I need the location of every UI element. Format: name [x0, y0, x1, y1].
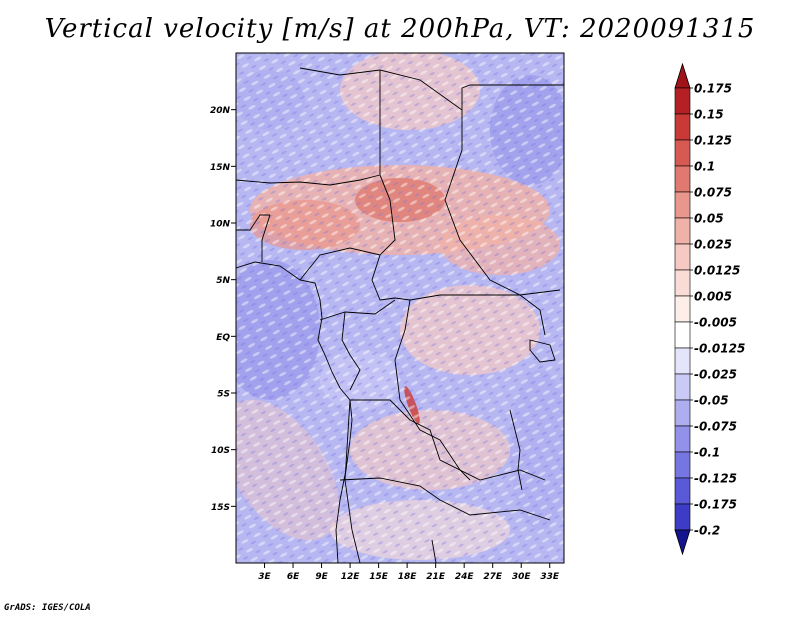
- lon-tick-label: 12E: [341, 572, 361, 582]
- lat-tick-label: 5S: [217, 390, 230, 400]
- border: [394, 299, 471, 481]
- lake: [509, 409, 523, 491]
- colorbar-band: [674, 269, 691, 297]
- longitude-axis: 3E 6E 9E 12E 15E 18E 21E 24E 27E 30E 33E: [258, 563, 560, 582]
- colorbar-band: [674, 295, 691, 323]
- colorbar-label: -0.0125: [694, 342, 745, 356]
- border: [344, 399, 361, 563]
- colorbar-label: -0.05: [694, 394, 729, 408]
- border: [299, 67, 561, 296]
- colorbar-label: 0.05: [694, 212, 724, 226]
- colorbar-band: [674, 451, 691, 479]
- lat-tick-label: 10N: [210, 220, 231, 230]
- colorbar-band: [674, 321, 691, 349]
- lat-tick-label: 15S: [211, 503, 230, 513]
- lon-tick-label: 15E: [369, 572, 389, 582]
- colorbar-bottom-triangle: [674, 529, 691, 556]
- border: [236, 214, 270, 231]
- colorbar-band: [674, 191, 691, 219]
- colorbar-label: -0.075: [694, 420, 737, 434]
- colorbar-label: 0.075: [694, 186, 732, 200]
- colorbar-band: [674, 217, 691, 245]
- colorbar-label: 0.15: [694, 108, 724, 122]
- colorbar-label: 0.0125: [694, 264, 740, 278]
- colorbar-label: 0.025: [694, 238, 732, 252]
- colorbar-label: 0.1: [694, 160, 715, 174]
- colorbar-band: [674, 399, 691, 427]
- lon-tick-label: 18E: [398, 572, 418, 582]
- colorbar-band: [674, 373, 691, 401]
- border: [350, 399, 546, 481]
- colorbar-label: -0.125: [694, 472, 737, 486]
- colorbar-band: [674, 113, 691, 141]
- country-borders: [236, 67, 564, 563]
- chart-title: Vertical velocity [m/s] at 200hPa, VT: 2…: [44, 14, 756, 44]
- lon-tick-label: 30E: [512, 572, 532, 582]
- border: [431, 539, 437, 563]
- latitude-axis: 20N 15N 10N 5N EQ 5S 10S 15S: [210, 106, 236, 513]
- colorbar: 0.175 0.15 0.125 0.1 0.075 0.05 0.025 0.0125 0.0…: [674, 62, 745, 556]
- lon-tick-label: 9E: [315, 572, 328, 582]
- lon-tick-label: 6E: [287, 572, 300, 582]
- grads-credit: GrADS: IGES/COLA: [4, 603, 91, 613]
- lat-tick-label: 10S: [211, 446, 230, 456]
- border: [261, 214, 271, 262]
- border: [461, 84, 564, 110]
- lat-tick-label: 5N: [216, 276, 230, 286]
- lake: [529, 339, 556, 363]
- colorbar-label: -0.2: [694, 524, 720, 538]
- colorbar-label: -0.1: [694, 446, 720, 460]
- velocity-field: [236, 53, 564, 563]
- border: [409, 294, 546, 336]
- colorbar-band: [674, 87, 691, 115]
- lon-tick-label: 27E: [483, 572, 503, 582]
- plot-frame: [235, 52, 565, 564]
- border: [341, 311, 361, 391]
- lat-tick-label: EQ: [216, 333, 230, 343]
- colorbar-band: [674, 503, 691, 531]
- colorbar-label: -0.175: [694, 498, 737, 512]
- border: [339, 477, 551, 521]
- border: [236, 174, 381, 186]
- colorbar-band: [674, 139, 691, 167]
- colorbar-label: 0.005: [694, 290, 732, 304]
- colorbar-band: [674, 347, 691, 375]
- colorbar-label: -0.005: [694, 316, 737, 330]
- colorbar-label: 0.175: [694, 82, 732, 96]
- colorbar-label: 0.125: [694, 134, 732, 148]
- lat-tick-label: 15N: [210, 163, 231, 173]
- colorbar-band: [674, 477, 691, 505]
- colorbar-label: -0.025: [694, 368, 737, 382]
- border: [319, 299, 396, 321]
- lon-tick-label: 33E: [540, 572, 560, 582]
- border: [299, 247, 381, 281]
- colorbar-band: [674, 243, 691, 271]
- lon-tick-label: 3E: [258, 572, 271, 582]
- lat-tick-label: 20N: [210, 106, 231, 116]
- colorbar-top-triangle: [674, 62, 691, 89]
- colorbar-band: [674, 425, 691, 453]
- lon-tick-label: 21E: [426, 572, 446, 582]
- lon-tick-label: 24E: [455, 572, 475, 582]
- colorbar-band: [674, 165, 691, 193]
